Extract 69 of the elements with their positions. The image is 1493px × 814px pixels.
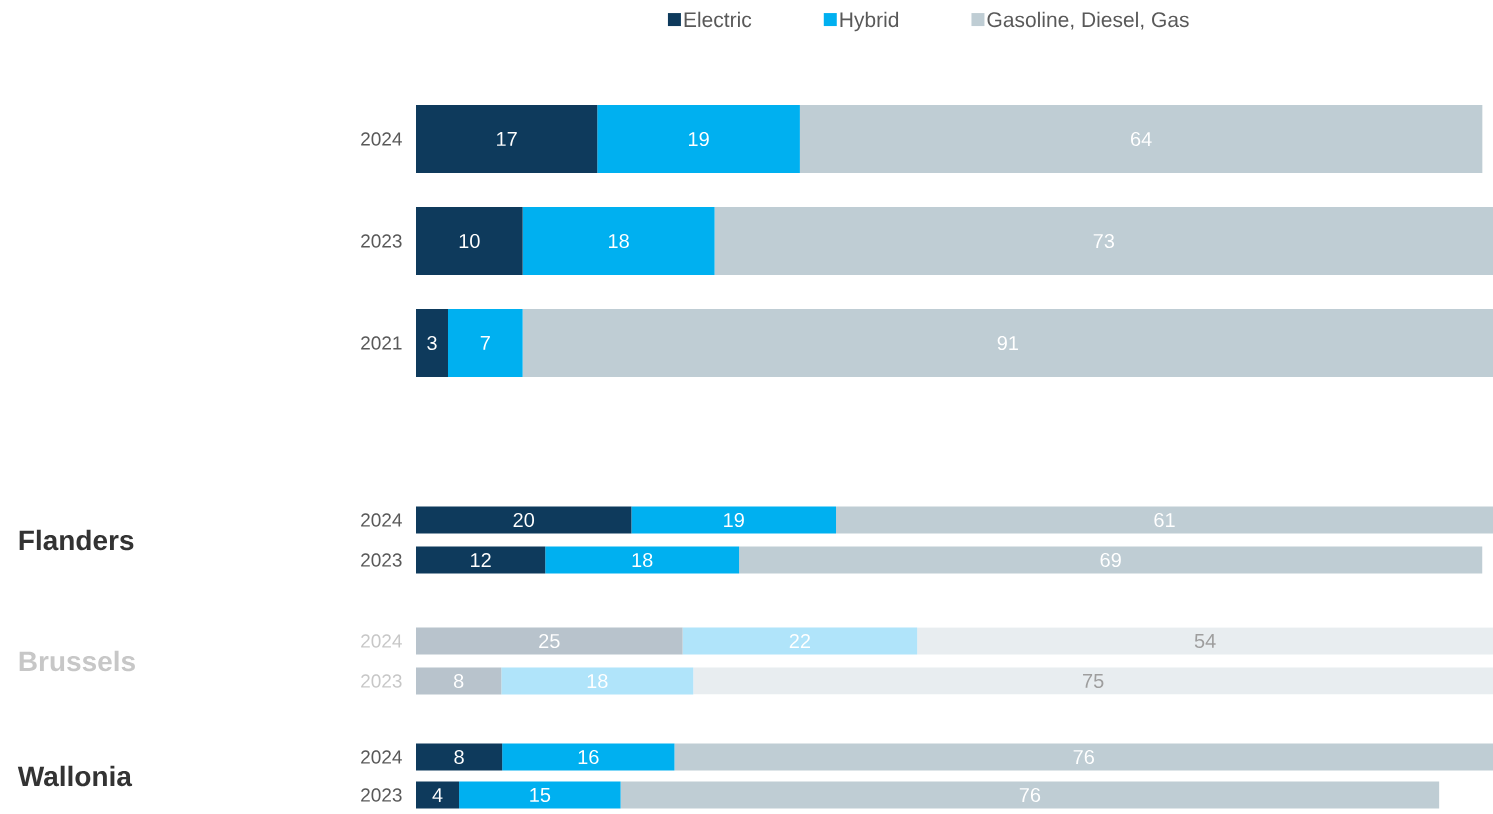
bar [739,546,1483,574]
y-tick-label: 2024 [361,513,402,527]
bar [693,667,1493,695]
bar [545,546,740,574]
data-label: 4 [432,788,443,802]
data-label: 64 [1131,131,1152,147]
data-label: 19 [724,512,744,528]
data-label: 7 [480,336,490,350]
bar [459,781,621,809]
data-label: 8 [453,673,464,689]
bar [522,207,715,275]
data-label: 16 [578,749,599,765]
bar [714,207,1493,275]
y-axis-title: Flanders [19,529,134,551]
data-label: 17 [497,132,517,146]
y-tick-label: 2024 [361,750,402,764]
data-label: 19 [688,131,709,147]
data-label: 12 [471,553,491,567]
bar [416,743,503,771]
data-label: 18 [609,233,629,249]
data-label: 15 [530,788,551,802]
y-tick-label: 2023 [361,788,402,802]
data-label: 69 [1100,552,1121,568]
bar [522,308,1493,377]
bar [502,743,675,771]
legend-label: Gasoline, Diesel, Gas [987,11,1189,30]
legend-label: Electric [684,11,752,28]
bar [501,667,694,695]
data-label: 18 [632,552,653,568]
bar [917,627,1493,655]
bar [416,546,546,574]
bar [416,104,598,173]
data-label: 76 [1019,787,1041,803]
y-axis-title: Wallonia [17,765,133,787]
bar [597,104,800,173]
data-label: 75 [1083,674,1104,688]
bar [674,743,1493,771]
y-tick-label: 2023 [361,674,402,688]
data-label: 3 [427,335,437,351]
data-label: 76 [1073,749,1094,765]
y-tick-label: 2024 [361,634,402,648]
bar [448,308,523,377]
bar [416,627,683,655]
data-label: 73 [1093,233,1115,249]
y-axis-title: Brussels [19,650,135,672]
data-label: 91 [997,335,1018,351]
bar [416,781,460,809]
data-label: 22 [789,634,810,648]
y-tick-label: 2021 [361,336,402,350]
y-tick-label: 2024 [361,132,402,146]
data-label: 8 [454,749,464,765]
y-tick-label: 2023 [361,553,402,567]
bar [620,781,1440,809]
data-label: 54 [1194,634,1216,648]
data-label: 20 [513,512,535,528]
bar [416,308,448,377]
bar [416,667,502,695]
bar [799,104,1483,173]
data-label: 10 [459,233,480,249]
bar [416,207,523,275]
bar [836,506,1493,534]
bar [416,506,632,534]
legend-label: Hybrid [840,11,899,32]
y-tick-label: 2023 [361,234,402,248]
data-label: 25 [539,633,560,649]
data-label: 18 [587,673,608,689]
data-label: 61 [1154,512,1175,528]
bar [682,627,918,655]
bar [631,506,837,534]
